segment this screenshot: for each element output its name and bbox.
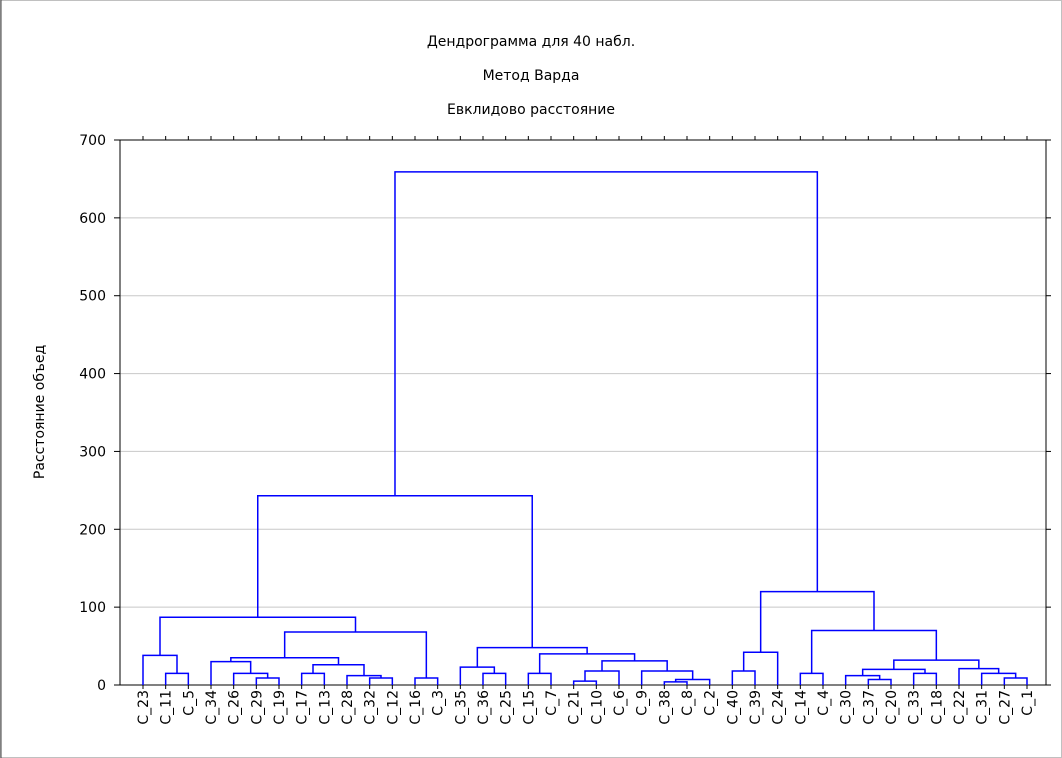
x-tick-label: C_16: [408, 690, 424, 725]
x-tick-label: C_23: [136, 690, 152, 725]
dendrogram-link: [394, 171, 819, 592]
dendrogram-link: [893, 659, 980, 670]
x-tick-label: C_22: [952, 690, 968, 725]
x-tick-label: C_3: [431, 690, 447, 716]
x-tick-label: C_40: [725, 690, 741, 725]
x-tick-label: C_34: [204, 690, 220, 725]
x-tick-label: C_9: [635, 690, 651, 716]
x-tick-label: C_28: [340, 690, 356, 725]
x-tick-label: C_37: [861, 690, 877, 725]
chart-subtitle: Метод Варда: [483, 68, 580, 84]
x-tick-label: C_27: [997, 690, 1013, 725]
y-tick-label: 500: [79, 289, 106, 305]
x-tick-label: C_14: [793, 690, 809, 725]
x-tick-label: C_1: [1020, 690, 1036, 716]
chart-subtitle: Евклидово расстояние: [447, 102, 615, 118]
x-tick-label: C_33: [907, 690, 923, 725]
dendrogram-link: [640, 670, 694, 685]
dendrogram-link: [459, 666, 496, 685]
x-tick-label: C_12: [385, 690, 401, 725]
x-tick-label: C_30: [839, 690, 855, 725]
y-tick-label: 700: [79, 133, 106, 149]
x-tick-label: C_11: [159, 690, 175, 725]
x-tick-label: C_35: [453, 690, 469, 725]
x-tick-label: C_20: [884, 690, 900, 725]
x-tick-label: C_24: [771, 690, 787, 725]
x-tick-label: C_6: [612, 690, 628, 716]
y-tick-label: 400: [79, 367, 106, 383]
chart-title: Дендрограмма для 40 набл.: [427, 34, 635, 50]
x-tick-label: C_36: [476, 690, 492, 725]
dendrogram-link: [731, 670, 756, 685]
x-tick-label: C_18: [929, 690, 945, 725]
x-tick-label: C_39: [748, 690, 764, 725]
dendrogram-link: [414, 677, 439, 685]
y-tick-label: 600: [79, 211, 106, 227]
dendrogram-link: [476, 646, 588, 668]
x-tick-label: C_21: [567, 690, 583, 725]
x-tick-label: C_32: [363, 690, 379, 725]
dendrogram-link: [584, 670, 620, 685]
plot-area: [119, 139, 1047, 686]
x-tick-label: C_10: [589, 690, 605, 725]
x-tick-label: C_19: [272, 690, 288, 725]
x-tick-label: C_8: [680, 690, 696, 716]
x-tick-label: C_7: [544, 690, 560, 716]
dendrogram-link: [1003, 677, 1028, 685]
y-tick-label: 100: [79, 600, 106, 616]
x-tick-label: C_5: [181, 690, 197, 716]
x-tick-label: C_31: [975, 690, 991, 725]
y-axis-label: Расстояние объед: [32, 345, 48, 479]
y-tick-label: 300: [79, 444, 106, 460]
y-tick-label: 200: [79, 522, 106, 538]
x-tick-label: C_29: [249, 690, 265, 725]
x-tick-label: C_38: [657, 690, 673, 725]
x-tick-label: C_2: [703, 690, 719, 716]
dendrogram-link: [663, 681, 688, 685]
x-tick-label: C_4: [816, 690, 832, 716]
dendrogram-link: [255, 677, 280, 685]
dendrogram-link: [861, 668, 926, 676]
dendrogram-link: [210, 660, 252, 685]
x-tick-label: C_15: [521, 690, 537, 725]
x-tick-label: C_25: [499, 690, 515, 725]
y-tick-label: 0: [97, 678, 106, 694]
dendrogram-link: [368, 677, 394, 685]
x-tick-label: C_13: [317, 690, 333, 725]
x-tick-label: C_17: [295, 690, 311, 725]
x-tick-label: C_26: [227, 690, 243, 725]
